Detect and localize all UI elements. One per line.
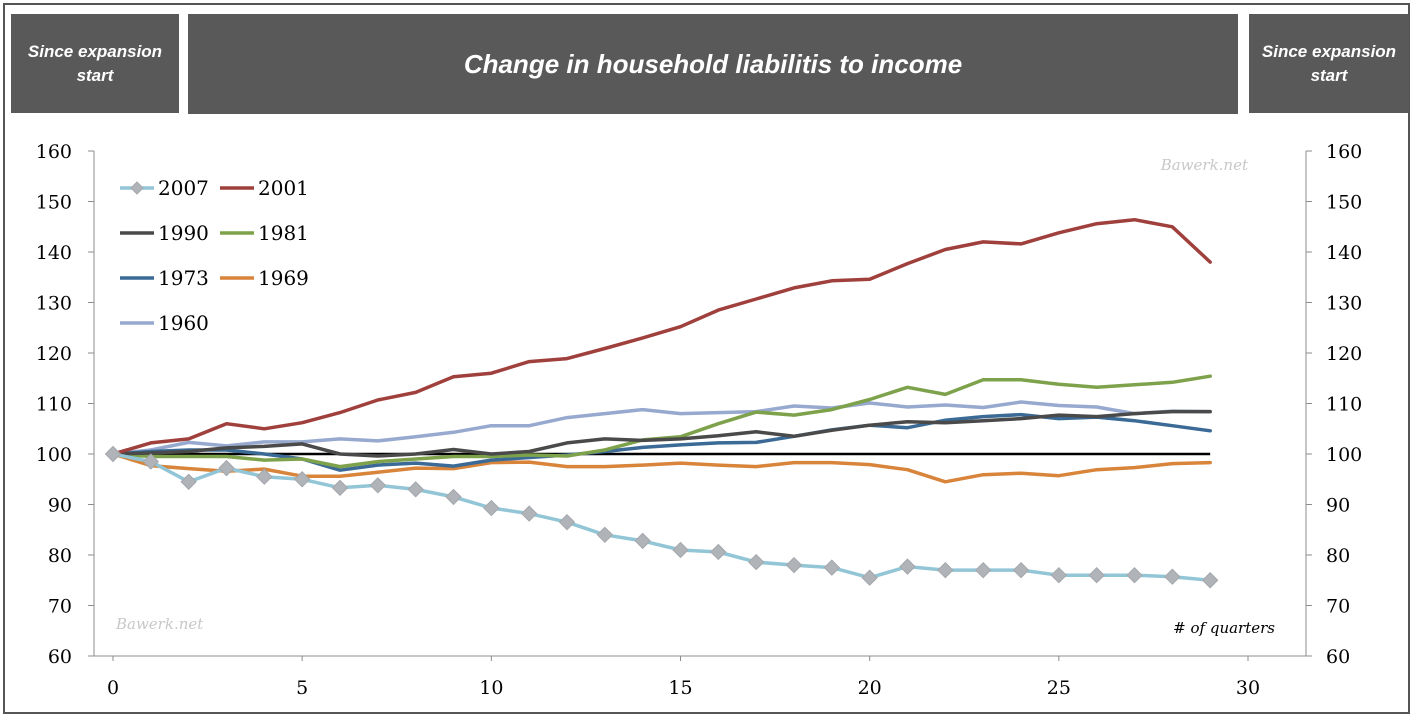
y-tick-label-right: 140 xyxy=(1326,242,1362,264)
y-tick-label-left: 70 xyxy=(48,596,72,618)
chart-title-box: Change in household liabilitis to income xyxy=(188,14,1238,114)
data-point-2007 xyxy=(1201,572,1219,589)
data-point-2007 xyxy=(1088,566,1105,584)
legend-label-2001: 2001 xyxy=(258,176,309,200)
data-point-2007 xyxy=(672,541,689,559)
y-tick-label-left: 130 xyxy=(36,293,72,315)
y-tick-label-left: 100 xyxy=(36,444,72,466)
data-point-2007 xyxy=(861,569,878,586)
data-point-2007 xyxy=(634,532,651,550)
data-point-2007 xyxy=(937,561,954,579)
y-tick-label-left: 140 xyxy=(36,242,72,264)
series-line-1960 xyxy=(111,400,1212,456)
x-tick-label: 5 xyxy=(296,677,308,699)
data-point-2007 xyxy=(180,473,197,490)
y-tick-label-right: 60 xyxy=(1326,646,1350,668)
data-point-2007 xyxy=(747,553,765,571)
y-tick-label-left: 120 xyxy=(36,343,72,365)
chart-title: Change in household liabilitis to income xyxy=(463,48,963,79)
y-tick-label-right: 70 xyxy=(1326,596,1350,618)
y-tick-label-right: 100 xyxy=(1326,444,1362,466)
data-point-2007 xyxy=(331,479,349,497)
data-point-2007 xyxy=(1164,568,1181,585)
data-point-2007 xyxy=(1126,566,1143,584)
y-tick-label-right: 160 xyxy=(1326,141,1362,163)
series-line-1990 xyxy=(111,409,1212,458)
header-right-label-box: Since expansion start xyxy=(1249,14,1409,113)
data-point-2007 xyxy=(293,471,311,488)
y-tick-label-right: 110 xyxy=(1326,394,1362,416)
data-point-2007 xyxy=(256,468,273,485)
y-tick-label-right: 130 xyxy=(1326,293,1362,315)
y-tick-label-left: 60 xyxy=(48,646,72,668)
header-left-label: Since expansion start xyxy=(27,41,163,85)
y-tick-label-left: 80 xyxy=(48,545,72,567)
x-tick-label: 30 xyxy=(1236,677,1260,699)
x-tick-label: 0 xyxy=(107,677,119,699)
series-line-2001 xyxy=(111,217,1212,456)
y-tick-label-right: 150 xyxy=(1326,192,1362,214)
data-point-2007 xyxy=(823,559,841,576)
header-right-label: Since expansion start xyxy=(1261,41,1397,85)
data-point-2007 xyxy=(596,526,614,544)
x-tick-label: 25 xyxy=(1047,677,1071,699)
data-point-2007 xyxy=(558,513,576,531)
legend-label-1973: 1973 xyxy=(158,266,209,290)
legend-label-1960: 1960 xyxy=(158,311,209,335)
data-point-2007 xyxy=(104,445,122,463)
data-point-2007 xyxy=(483,499,500,517)
x-tick-label: 10 xyxy=(479,677,503,699)
legend-label-1990: 1990 xyxy=(158,221,209,245)
y-tick-label-left: 160 xyxy=(36,141,72,163)
data-point-2007 xyxy=(1050,566,1068,584)
x-tick-label: 20 xyxy=(858,677,882,699)
y-tick-label-right: 120 xyxy=(1326,343,1362,365)
data-point-2007 xyxy=(142,453,160,470)
y-tick-label-left: 110 xyxy=(36,394,72,416)
data-point-2007 xyxy=(974,561,992,579)
data-point-2007 xyxy=(1012,561,1030,579)
y-tick-label-left: 150 xyxy=(36,192,72,214)
watermark-text: Bawerk.net xyxy=(115,615,204,633)
data-point-2007 xyxy=(218,459,235,477)
data-point-2007 xyxy=(785,556,803,574)
chart-frame xyxy=(3,3,1410,714)
data-point-2007 xyxy=(710,543,727,561)
data-point-2007 xyxy=(369,477,387,494)
legend-marker-2007 xyxy=(130,181,144,195)
legend-label-2007: 2007 xyxy=(158,176,209,200)
y-tick-label-right: 90 xyxy=(1326,495,1350,517)
watermark-text: Bawerk.net xyxy=(1160,156,1249,174)
y-tick-label-left: 90 xyxy=(48,495,72,517)
x-tick-label: 15 xyxy=(668,677,692,699)
series-line-1969 xyxy=(111,452,1212,484)
data-point-2007 xyxy=(520,505,538,522)
data-point-2007 xyxy=(407,481,424,498)
data-point-2007 xyxy=(445,488,462,506)
header-left-label-box: Since expansion start xyxy=(11,14,179,113)
y-tick-label-right: 80 xyxy=(1326,545,1350,567)
data-point-2007 xyxy=(899,558,916,575)
legend-label-1969: 1969 xyxy=(258,266,309,290)
legend-label-1981: 1981 xyxy=(258,221,309,245)
x-axis-label: # of quarters xyxy=(1173,619,1275,637)
